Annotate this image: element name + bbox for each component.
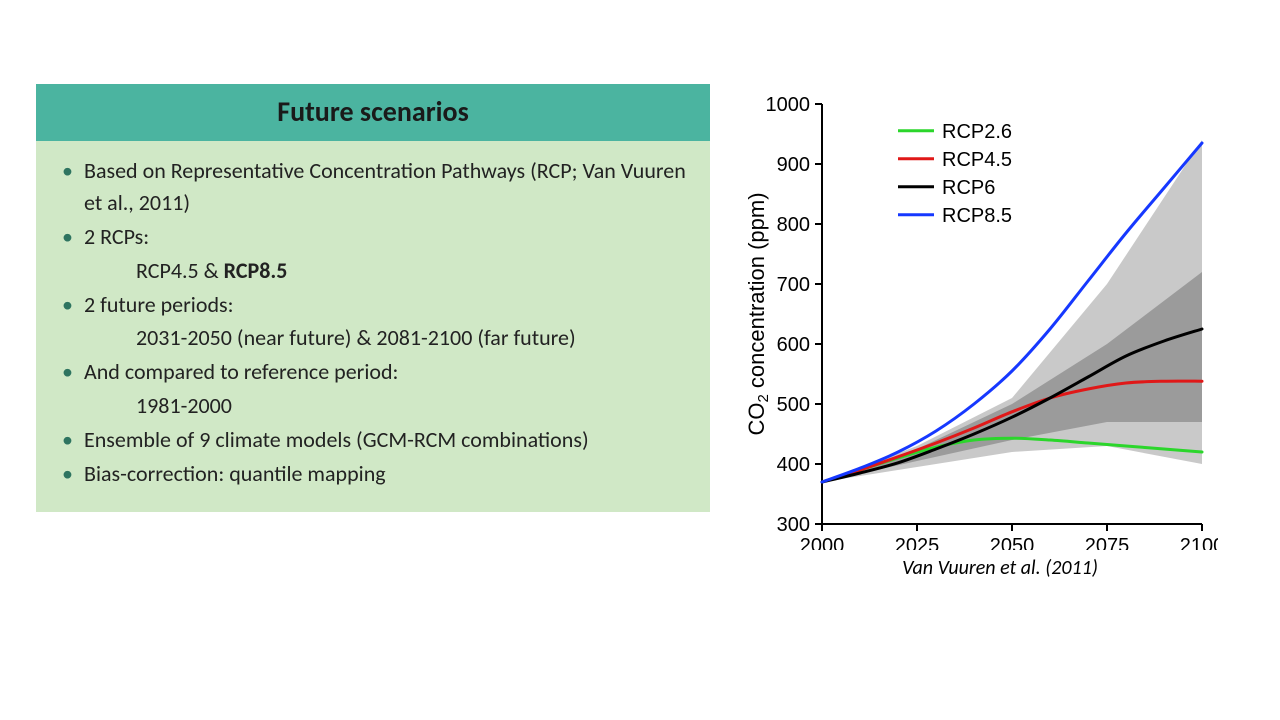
svg-text:900: 900 bbox=[777, 154, 810, 176]
bullet-item: Bias-correction: quantile mapping bbox=[58, 458, 690, 490]
chart-container: 300 400 500 600 700 800 900 1000 2000 2025 2050 207… bbox=[740, 84, 1220, 580]
bullet-text: Bias-correction: quantile mapping bbox=[84, 460, 386, 487]
bullet-item: Ensemble of 9 climate models (GCM-RCM co… bbox=[58, 424, 690, 456]
bullet-text: Ensemble of 9 climate models (GCM-RCM co… bbox=[84, 426, 589, 453]
textbox-future-scenarios: Future scenarios Based on Representative… bbox=[36, 84, 710, 512]
bullet-text: And compared to reference period: bbox=[84, 358, 398, 385]
co2-chart: 300 400 500 600 700 800 900 1000 2000 2025 2050 207… bbox=[742, 84, 1218, 550]
bullet-sub: 2031-2050 (near future) & 2081-2100 (far… bbox=[58, 322, 690, 354]
bullet-sub: 1981-2000 bbox=[58, 390, 690, 422]
svg-text:600: 600 bbox=[777, 334, 810, 356]
sub-text: RCP4.5 & bbox=[136, 257, 224, 284]
svg-text:2100: 2100 bbox=[1180, 535, 1218, 550]
bullet-item: And compared to reference period: bbox=[58, 356, 690, 388]
svg-text:2025: 2025 bbox=[895, 535, 940, 550]
bullet-text: 2 RCPs: bbox=[84, 223, 149, 250]
svg-text:RCP8.5: RCP8.5 bbox=[942, 205, 1012, 227]
bullet-text: Based on Representative Concentration Pa… bbox=[84, 157, 686, 216]
svg-text:2050: 2050 bbox=[990, 535, 1035, 550]
svg-text:300: 300 bbox=[777, 514, 810, 536]
sub-text: 1981-2000 bbox=[136, 392, 232, 419]
svg-text:800: 800 bbox=[777, 214, 810, 236]
bullet-item: 2 RCPs: bbox=[58, 221, 690, 253]
bullet-sub: RCP4.5 & RCP8.5 bbox=[58, 255, 690, 287]
textbox-body: Based on Representative Concentration Pa… bbox=[36, 141, 710, 512]
sub-text: 2031-2050 (near future) & 2081-2100 (far… bbox=[136, 324, 576, 351]
svg-text:400: 400 bbox=[777, 454, 810, 476]
svg-text:1000: 1000 bbox=[766, 94, 811, 116]
svg-text:2075: 2075 bbox=[1085, 535, 1130, 550]
svg-text:RCP6: RCP6 bbox=[942, 177, 995, 199]
chart-caption: Van Vuuren et al. (2011) bbox=[862, 556, 1098, 580]
svg-text:CO2 concentration (ppm): CO2 concentration (ppm) bbox=[744, 192, 772, 435]
sub-bold: RCP8.5 bbox=[224, 257, 288, 284]
svg-text:500: 500 bbox=[777, 394, 810, 416]
svg-text:RCP2.6: RCP2.6 bbox=[942, 121, 1012, 143]
svg-text:700: 700 bbox=[777, 274, 810, 296]
slide-content: Future scenarios Based on Representative… bbox=[36, 84, 1244, 580]
bullet-text: 2 future periods: bbox=[84, 291, 234, 318]
bullet-item: 2 future periods: bbox=[58, 289, 690, 321]
bullet-item: Based on Representative Concentration Pa… bbox=[58, 155, 690, 219]
svg-text:RCP4.5: RCP4.5 bbox=[942, 149, 1012, 171]
svg-text:2000: 2000 bbox=[800, 535, 845, 550]
textbox-header: Future scenarios bbox=[36, 84, 710, 141]
